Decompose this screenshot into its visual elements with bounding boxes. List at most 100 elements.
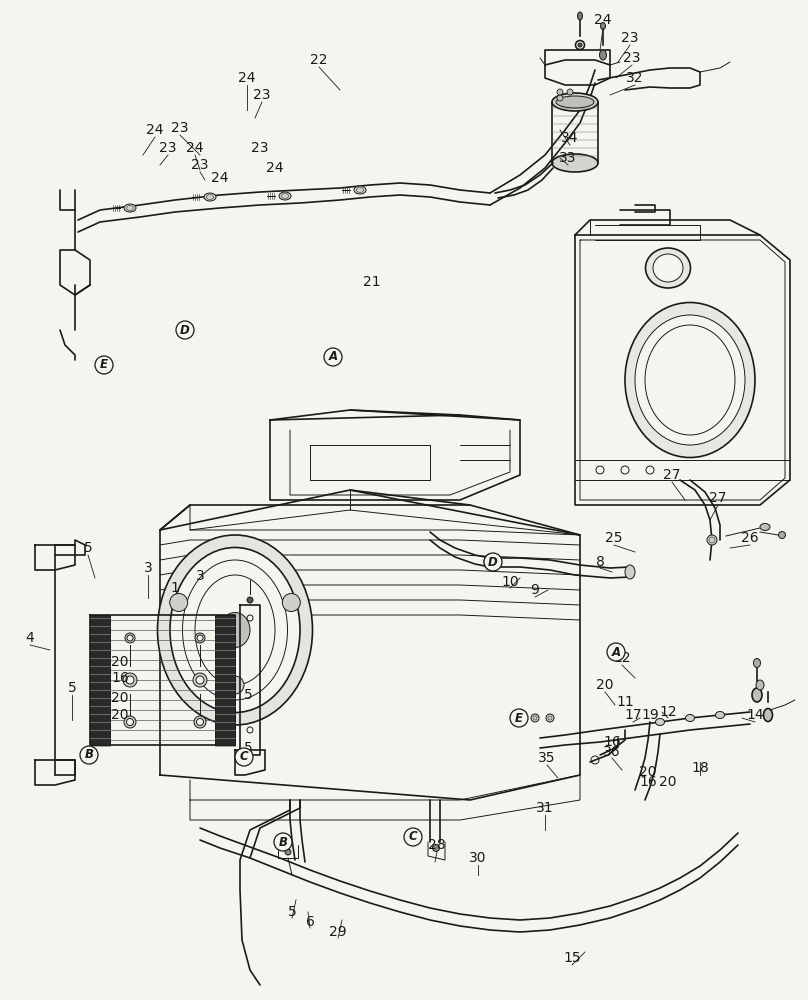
Text: 20: 20 — [639, 765, 657, 779]
Ellipse shape — [655, 718, 664, 726]
Text: 23: 23 — [621, 31, 639, 45]
Text: 9: 9 — [531, 583, 540, 597]
Ellipse shape — [195, 633, 205, 643]
Ellipse shape — [484, 554, 496, 570]
Text: 24: 24 — [146, 123, 164, 137]
Text: 22: 22 — [310, 53, 328, 67]
Ellipse shape — [646, 248, 691, 288]
Text: 12: 12 — [613, 651, 631, 665]
Text: 23: 23 — [253, 88, 271, 102]
Text: 20: 20 — [596, 678, 614, 692]
Text: 35: 35 — [538, 751, 556, 765]
Bar — [90, 615, 110, 745]
Text: 20: 20 — [112, 708, 128, 722]
Text: 24: 24 — [267, 161, 284, 175]
Text: 23: 23 — [171, 121, 189, 135]
Circle shape — [80, 746, 98, 764]
Ellipse shape — [531, 714, 539, 722]
Ellipse shape — [578, 43, 582, 47]
Ellipse shape — [557, 95, 563, 101]
Text: E: E — [515, 712, 523, 724]
Text: 24: 24 — [238, 71, 256, 85]
Text: 23: 23 — [191, 158, 208, 172]
Circle shape — [95, 356, 113, 374]
Ellipse shape — [193, 673, 207, 687]
Circle shape — [404, 828, 422, 846]
Circle shape — [324, 348, 342, 366]
Text: 1: 1 — [170, 581, 179, 595]
Text: 3: 3 — [196, 569, 204, 583]
Text: 27: 27 — [709, 491, 726, 505]
Ellipse shape — [557, 89, 563, 95]
Text: 12: 12 — [659, 705, 677, 719]
Text: 6: 6 — [305, 915, 314, 929]
Text: 34: 34 — [562, 131, 579, 145]
Text: 5: 5 — [83, 541, 92, 555]
Ellipse shape — [196, 718, 204, 726]
Text: 4: 4 — [26, 631, 35, 645]
Ellipse shape — [279, 192, 291, 200]
Ellipse shape — [196, 676, 204, 684]
Ellipse shape — [127, 635, 133, 641]
Circle shape — [510, 709, 528, 727]
Ellipse shape — [194, 716, 206, 728]
Text: C: C — [409, 830, 417, 844]
Ellipse shape — [752, 688, 762, 702]
Ellipse shape — [226, 676, 244, 694]
Ellipse shape — [685, 714, 695, 722]
Ellipse shape — [556, 96, 594, 108]
Ellipse shape — [123, 673, 137, 687]
Text: 30: 30 — [469, 851, 486, 865]
Ellipse shape — [778, 532, 785, 538]
Ellipse shape — [754, 658, 760, 668]
Text: 23: 23 — [623, 51, 641, 65]
Ellipse shape — [125, 633, 135, 643]
Ellipse shape — [760, 524, 770, 530]
Text: E: E — [100, 359, 108, 371]
Ellipse shape — [578, 12, 583, 20]
Text: 16: 16 — [603, 735, 621, 749]
Text: 5: 5 — [68, 681, 77, 695]
Text: D: D — [488, 556, 498, 568]
Ellipse shape — [124, 716, 136, 728]
Ellipse shape — [635, 315, 745, 445]
Ellipse shape — [600, 50, 607, 60]
Text: 16: 16 — [112, 671, 128, 685]
Circle shape — [235, 748, 253, 766]
Ellipse shape — [170, 548, 300, 712]
Ellipse shape — [126, 676, 134, 684]
Text: 10: 10 — [501, 575, 519, 589]
Ellipse shape — [127, 718, 133, 726]
Ellipse shape — [756, 680, 764, 690]
Circle shape — [274, 833, 292, 851]
Ellipse shape — [567, 89, 573, 95]
Text: 28: 28 — [428, 838, 446, 852]
Text: 36: 36 — [604, 745, 621, 759]
Text: 11: 11 — [617, 695, 633, 709]
Circle shape — [607, 643, 625, 661]
Text: 16: 16 — [639, 775, 657, 789]
Text: 29: 29 — [329, 925, 347, 939]
Text: 25: 25 — [605, 531, 623, 545]
Text: 15: 15 — [563, 951, 581, 965]
Ellipse shape — [124, 204, 136, 212]
Text: B: B — [85, 748, 94, 762]
Ellipse shape — [552, 154, 598, 172]
Ellipse shape — [653, 254, 683, 282]
Text: B: B — [279, 836, 288, 848]
Bar — [215, 615, 235, 745]
Text: 3: 3 — [144, 561, 153, 575]
Text: 19: 19 — [641, 708, 659, 722]
Ellipse shape — [546, 714, 554, 722]
Ellipse shape — [354, 186, 366, 194]
Text: 20: 20 — [659, 775, 677, 789]
Ellipse shape — [247, 597, 253, 603]
Ellipse shape — [707, 535, 717, 545]
Text: 5: 5 — [244, 741, 252, 755]
Text: 33: 33 — [559, 151, 577, 165]
Ellipse shape — [204, 193, 216, 201]
Ellipse shape — [716, 712, 725, 718]
Text: 26: 26 — [741, 531, 759, 545]
Text: 14: 14 — [746, 708, 764, 722]
Ellipse shape — [158, 535, 313, 725]
